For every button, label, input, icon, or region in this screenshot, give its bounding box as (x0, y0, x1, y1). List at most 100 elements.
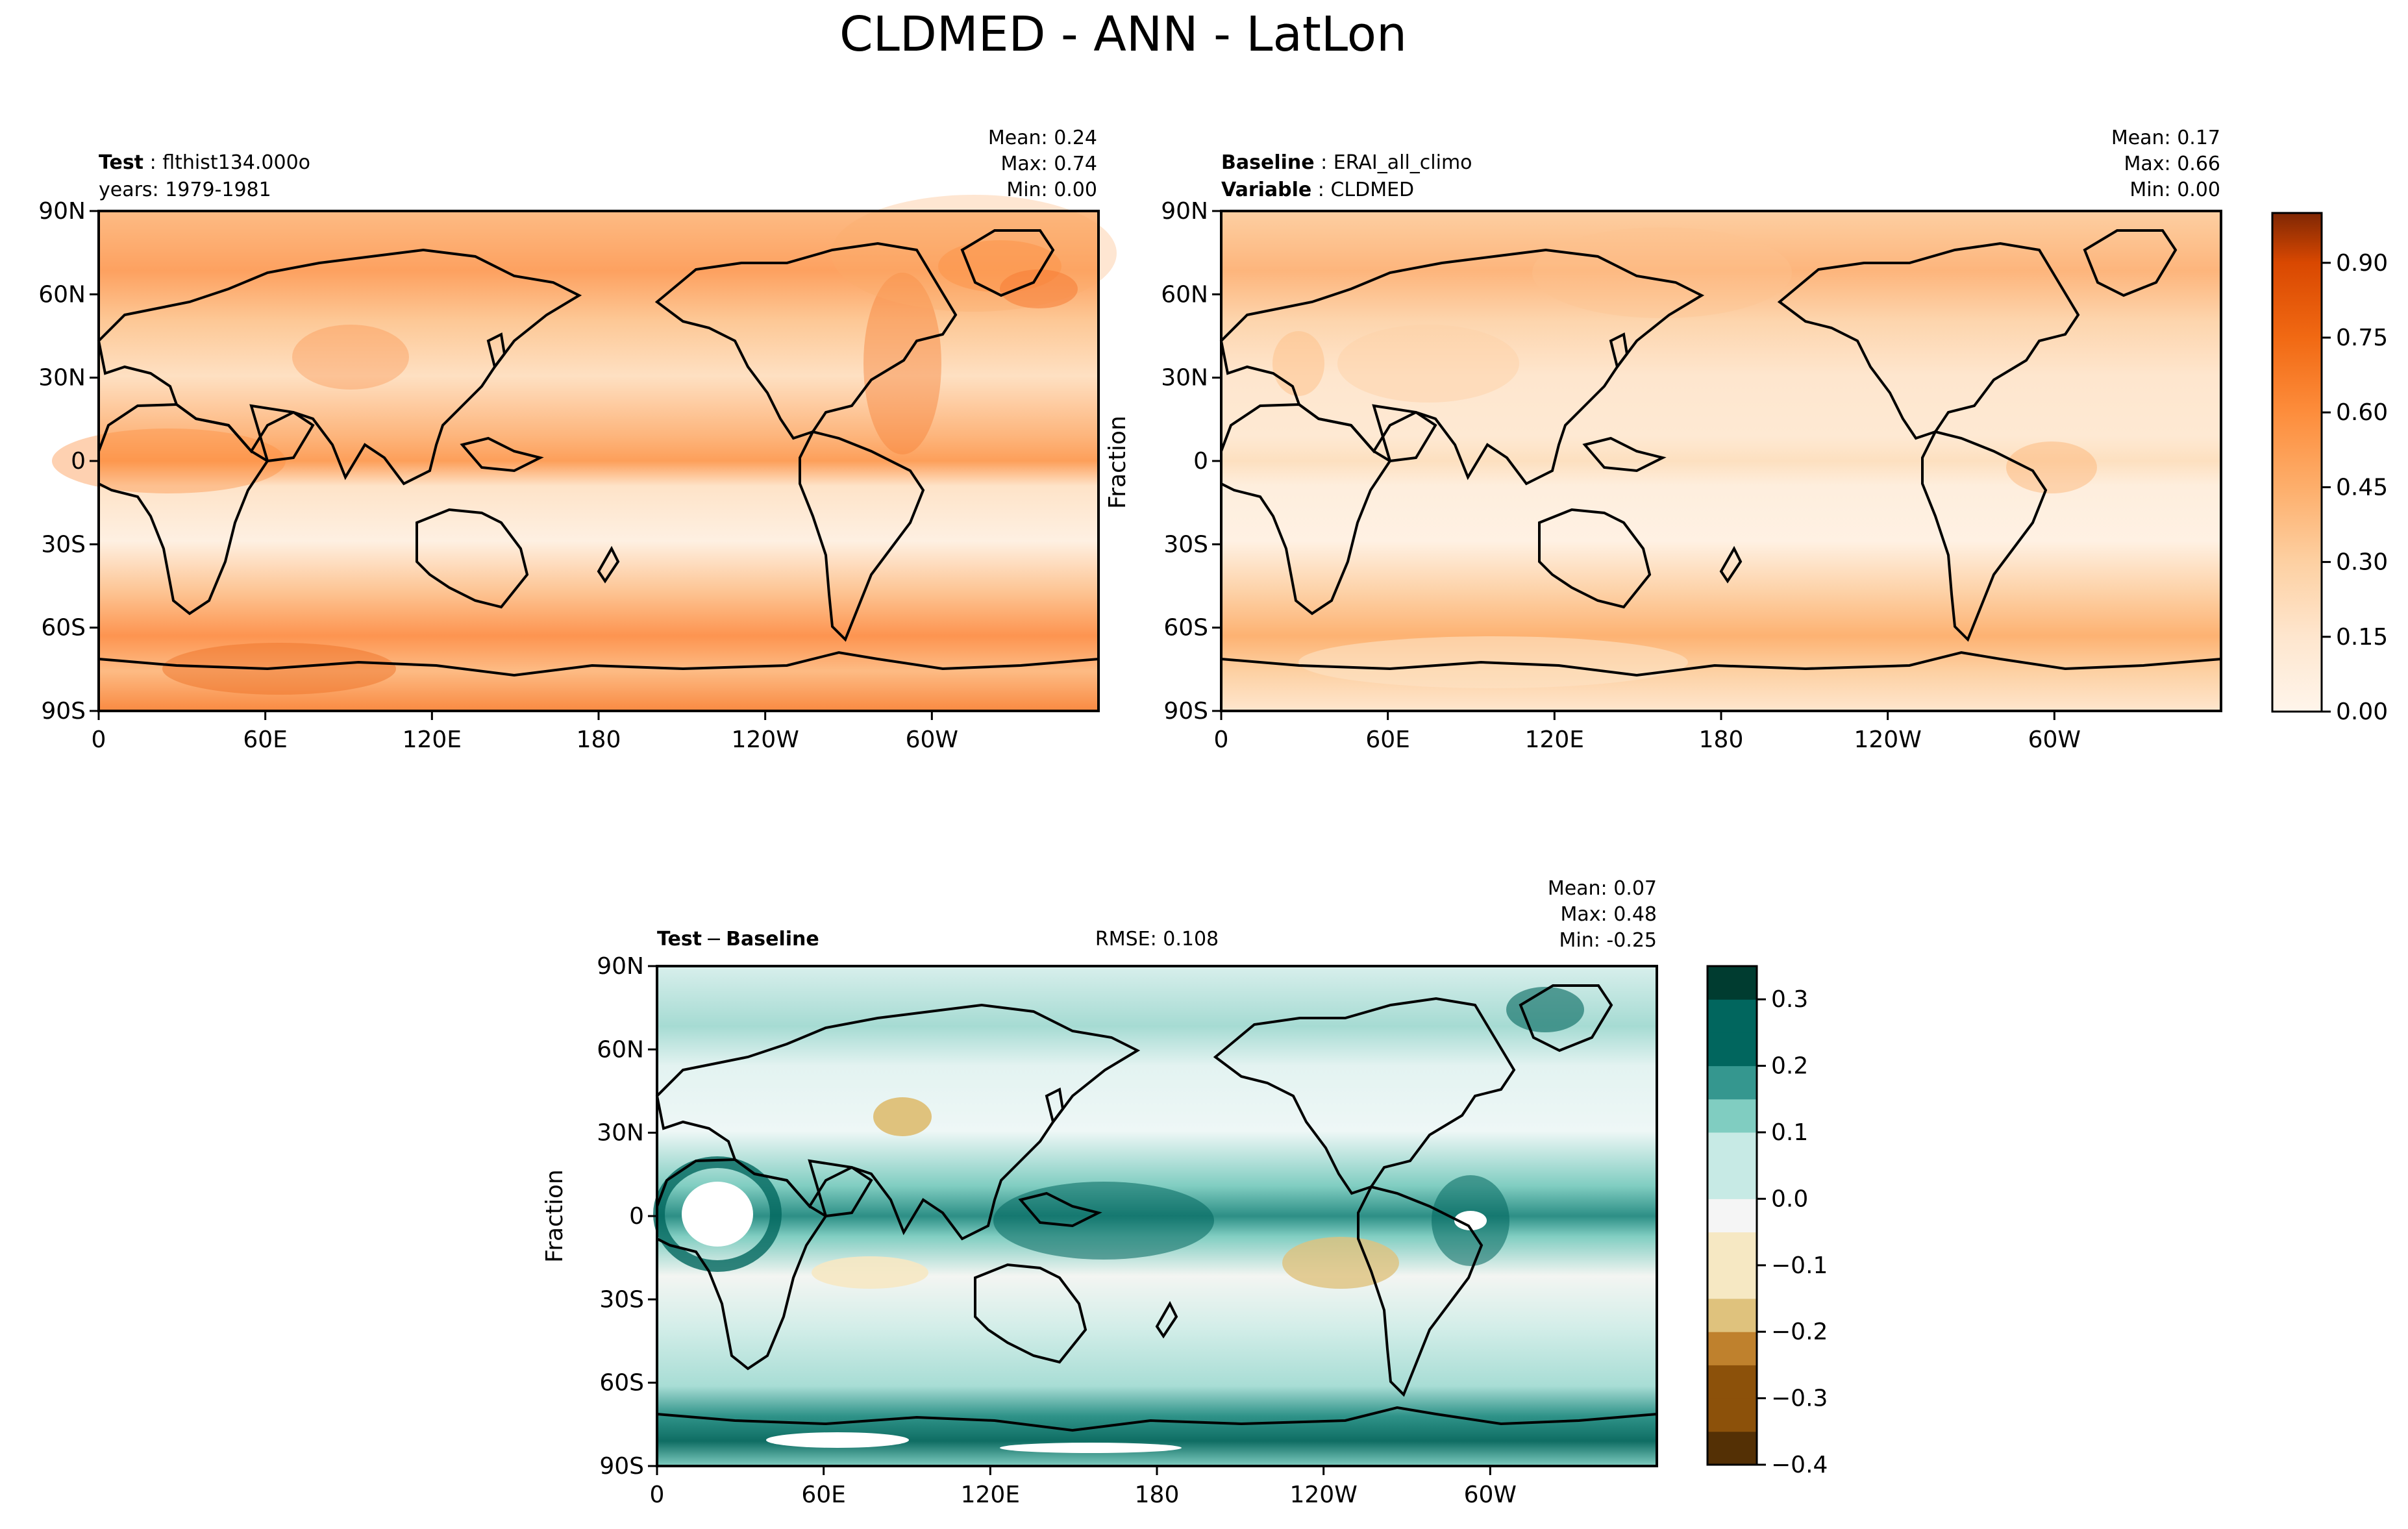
test-label-text: flthist134.000o (162, 151, 310, 174)
test-label: Test : flthist134.000o (99, 151, 310, 174)
colorbar-tick-label: 0.75 (2336, 325, 2388, 351)
ytick-label: 60N (597, 1036, 644, 1063)
colorbar-segment (1707, 1365, 1757, 1399)
colorbar-tick-label: 0.3 (1771, 986, 1808, 1013)
diff-yticks: 90N 60N 30N 0 30S 60S 90S (597, 953, 657, 1480)
orange-colorbar (2271, 212, 2323, 713)
test-years: years: 1979-1981 (99, 179, 271, 201)
diff-colorbar-ticks: 0.3 0.2 0.1 0.0 −0.1 −0.2 −0.3 −0.4 (1757, 986, 1828, 1478)
baseline-panel: 90N 60N 30N 0 30S 60S 90S 0 60E 120E 180 120W 60W F… (1104, 127, 2388, 753)
baseline-ylabel: Fraction (1104, 416, 1131, 509)
baseline-variable-sep: : (1311, 179, 1330, 201)
colorbar-segment (1707, 1332, 1757, 1365)
xtick-label: 180 (1135, 1482, 1180, 1508)
colorbar-tick-label: 0.15 (2336, 624, 2388, 651)
baseline-mean: Mean: 0.17 (2111, 127, 2220, 149)
test-panel: 90N 60N 30N 0 30S 60S 90S 0 60E 120E 180 120W 60W T… (38, 127, 1117, 753)
colorbar-tick-label: −0.1 (1771, 1252, 1828, 1279)
diff-xticks: 0 60E 120E 180 120W 60W (650, 1466, 1517, 1508)
colorbar-segment (1707, 966, 1757, 1000)
diff-ylabel: Fraction (541, 1169, 568, 1263)
xtick-label: 0 (1214, 727, 1229, 753)
test-xticks: 0 60E 120E 180 120W 60W (92, 711, 958, 753)
ytick-label: 30S (41, 531, 86, 558)
baseline-min: Min: 0.00 (2129, 179, 2220, 201)
colorbar-tick-label: −0.4 (1771, 1452, 1828, 1478)
baseline-label-bold: Baseline (1221, 151, 1315, 174)
baseline-yticks: 90N 60N 30N 0 30S 60S 90S (1161, 198, 1221, 725)
colorbar-segment (1707, 999, 1757, 1033)
colorbar-segment (1707, 1265, 1757, 1299)
ytick-label: 60N (38, 281, 86, 308)
colorbar-tick-label: 0.1 (1771, 1119, 1808, 1146)
xtick-label: 180 (577, 727, 621, 753)
ytick-label: 30N (597, 1120, 644, 1147)
test-max: Max: 0.74 (1001, 153, 1097, 175)
colorbar-segment (1707, 1232, 1757, 1266)
ytick-label: 30N (1161, 365, 1208, 392)
xtick-label: 180 (1699, 727, 1744, 753)
ytick-label: 60S (41, 615, 86, 641)
colorbar-tick-label: 0.00 (2336, 699, 2388, 725)
colorbar-segment (1707, 1398, 1757, 1432)
test-yticks: 90N 60N 30N 0 30S 60S 90S (38, 198, 99, 725)
ytick-label: 30S (1163, 531, 1208, 558)
xtick-label: 120E (961, 1482, 1020, 1508)
xtick-label: 120W (1290, 1482, 1358, 1508)
baseline-label: Baseline : ERAI_all_climo (1221, 151, 1472, 174)
colorbar-segment (1707, 1065, 1757, 1100)
ytick-label: 90S (1163, 698, 1208, 725)
xtick-label: 120W (1854, 727, 1922, 753)
ytick-label: 0 (1193, 448, 1208, 475)
diff-label-baseline: Baseline (726, 928, 819, 951)
ytick-label: 0 (629, 1203, 644, 1230)
test-min: Min: 0.00 (1006, 179, 1097, 201)
xtick-label: 60E (243, 727, 288, 753)
colorbar-tick-label: 0.90 (2336, 250, 2388, 277)
colorbar-tick-label: 0.45 (2336, 474, 2388, 501)
colorbar-segment (1707, 1431, 1757, 1465)
colorbar-segment (1707, 1299, 1757, 1332)
diff-label: Test − Baseline (657, 928, 819, 951)
xtick-label: 0 (92, 727, 106, 753)
baseline-label-sep: : (1315, 151, 1334, 174)
diff-label-minus: − (706, 928, 722, 951)
colorbar-segment (1707, 1032, 1757, 1067)
xtick-label: 60W (906, 727, 958, 753)
colorbar-segment (1707, 1199, 1757, 1233)
diff-mean: Mean: 0.07 (1548, 877, 1657, 900)
colorbar-segment (1707, 1165, 1757, 1199)
baseline-variable-bold: Variable (1221, 179, 1311, 201)
ytick-label: 30N (38, 365, 86, 392)
test-label-bold: Test (99, 151, 143, 174)
ytick-label: 90N (597, 953, 644, 980)
diff-max: Max: 0.48 (1561, 903, 1657, 926)
colorbar-segment (1707, 1099, 1757, 1133)
figure-title: CLDMED - ANN - LatLon (839, 6, 1407, 62)
baseline-max: Max: 0.66 (2124, 153, 2220, 175)
xtick-label: 120E (403, 727, 462, 753)
ytick-label: 60S (1163, 615, 1208, 641)
ytick-label: 0 (71, 448, 86, 475)
diff-label-test: Test (657, 928, 702, 951)
diff-rmse: RMSE: 0.108 (1095, 928, 1219, 951)
colorbar-tick-label: 0.0 (1771, 1186, 1808, 1212)
ytick-label: 90N (1161, 198, 1208, 225)
ytick-label: 30S (599, 1286, 644, 1313)
xtick-label: 120W (732, 727, 799, 753)
colorbar-tick-label: −0.2 (1771, 1319, 1828, 1345)
baseline-field-features (1272, 227, 2097, 688)
test-mean: Mean: 0.24 (988, 127, 1097, 149)
diff-colorbar-frame (1706, 965, 1758, 1466)
diff-panel: 90N 60N 30N 0 30S 60S 90S 0 60E 120E 180 120W 60W F… (541, 877, 1828, 1508)
colorbar-segment (1707, 1132, 1757, 1166)
colorbar-tick-label: −0.3 (1771, 1386, 1828, 1412)
test-label-sep: : (143, 151, 162, 174)
colorbar-tick-label: 0.2 (1771, 1053, 1808, 1080)
baseline-xticks: 0 60E 120E 180 120W 60W (1214, 711, 2081, 753)
colorbar-tick-label: 0.60 (2336, 399, 2388, 426)
ytick-label: 90S (599, 1453, 644, 1480)
baseline-variable-text: CLDMED (1330, 179, 1414, 201)
baseline-label-text: ERAI_all_climo (1334, 151, 1472, 174)
